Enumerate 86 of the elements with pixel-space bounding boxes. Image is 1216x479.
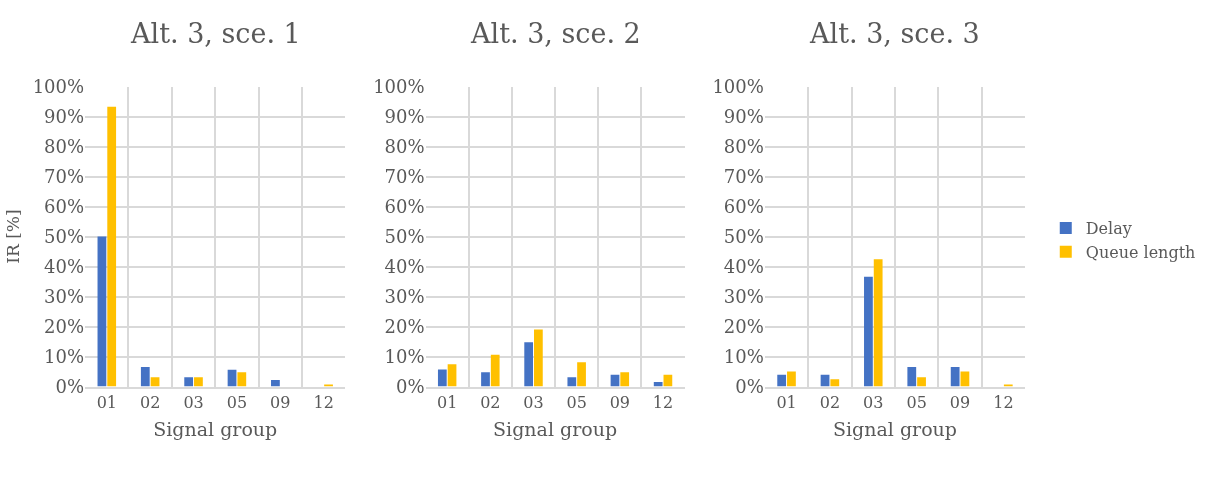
legend-label: Delay: [1085, 219, 1132, 239]
y-tick-label: 0%: [735, 375, 764, 397]
y-tick-label: 10%: [44, 345, 85, 367]
x-axis-title: Signal group: [493, 418, 618, 441]
bar: [107, 106, 117, 387]
y-tick-label: 20%: [384, 315, 425, 337]
bar: [534, 329, 543, 387]
y-tick-label: 30%: [44, 285, 85, 307]
bar: [237, 372, 247, 387]
y-tick-label: 50%: [723, 225, 764, 247]
bar: [567, 377, 577, 387]
x-tick-label: 09: [949, 392, 971, 412]
bar: [140, 367, 150, 387]
y-tick-label: 90%: [44, 105, 85, 127]
bar: [481, 372, 490, 387]
x-tick-label: 12: [993, 392, 1014, 412]
bar: [524, 342, 534, 387]
bar: [950, 367, 960, 387]
x-tick-label: 03: [183, 392, 204, 412]
y-tick-label: 50%: [44, 225, 85, 247]
y-tick-label: 70%: [384, 165, 425, 187]
y-tick-label: 100%: [32, 75, 85, 97]
bar: [194, 377, 203, 387]
x-tick-label: 01: [776, 392, 797, 412]
y-tick-label: 70%: [723, 165, 764, 187]
y-tick-label: 10%: [384, 345, 425, 367]
bar: [1003, 384, 1013, 387]
bar: [653, 382, 663, 387]
x-tick-label: 03: [863, 392, 884, 412]
y-tick-label: 20%: [44, 315, 85, 337]
bar: [917, 377, 926, 387]
x-tick-label: 02: [819, 392, 841, 412]
x-tick-label: 02: [480, 392, 501, 412]
x-tick-label: 12: [313, 392, 334, 412]
y-tick-label: 30%: [723, 285, 764, 307]
bar: [184, 377, 194, 387]
bar: [577, 362, 586, 387]
x-tick-label: 09: [270, 392, 291, 412]
chart-title: Alt. 3, sce. 3: [809, 18, 980, 49]
y-tick-label: 30%: [384, 285, 425, 307]
bar: [620, 372, 630, 387]
y-axis-title: IR [%]: [3, 209, 24, 264]
chart-title: Alt. 3, sce. 1: [130, 18, 301, 49]
x-tick-label: 01: [96, 392, 117, 412]
x-tick-label: 05: [226, 392, 248, 412]
y-tick-label: 70%: [44, 165, 85, 187]
bar: [97, 236, 107, 387]
bar: [777, 374, 787, 387]
bar: [873, 259, 883, 387]
y-tick-label: 0%: [55, 375, 85, 397]
x-tick-label: 01: [437, 392, 458, 412]
y-tick-label: 100%: [373, 75, 425, 97]
x-tick-label: 02: [140, 392, 161, 412]
bar: [447, 364, 457, 387]
y-tick-label: 0%: [396, 375, 425, 397]
x-tick-label: 03: [523, 392, 544, 412]
legend-label: Queue length: [1085, 242, 1196, 262]
x-tick-label: 12: [652, 392, 674, 412]
x-axis-title: Signal group: [832, 418, 957, 441]
y-tick-label: 90%: [384, 105, 425, 127]
y-tick-label: 100%: [712, 75, 764, 97]
y-tick-label: 60%: [44, 195, 85, 217]
bar: [787, 371, 796, 387]
x-tick-label: 05: [906, 392, 927, 412]
bar: [490, 354, 500, 387]
x-tick-label: 09: [609, 392, 631, 412]
y-tick-label: 60%: [384, 195, 425, 217]
y-tick-label: 80%: [384, 135, 425, 157]
bar: [271, 379, 280, 387]
bar: [437, 369, 447, 387]
y-tick-label: 90%: [723, 105, 764, 127]
x-axis-title: Signal group: [153, 418, 278, 441]
y-tick-label: 40%: [723, 255, 764, 277]
y-tick-label: 20%: [723, 315, 764, 337]
x-tick-label: 05: [566, 392, 587, 412]
bar: [907, 367, 917, 387]
y-tick-label: 80%: [44, 135, 85, 157]
y-tick-label: 40%: [44, 255, 85, 277]
y-tick-label: 60%: [723, 195, 764, 217]
y-tick-label: 50%: [384, 225, 425, 247]
bar: [830, 379, 840, 387]
y-tick-label: 80%: [723, 135, 764, 157]
y-tick-label: 10%: [723, 345, 764, 367]
chart-title: Alt. 3, sce. 2: [470, 18, 641, 49]
y-tick-label: 40%: [384, 255, 425, 277]
bar: [864, 276, 873, 387]
